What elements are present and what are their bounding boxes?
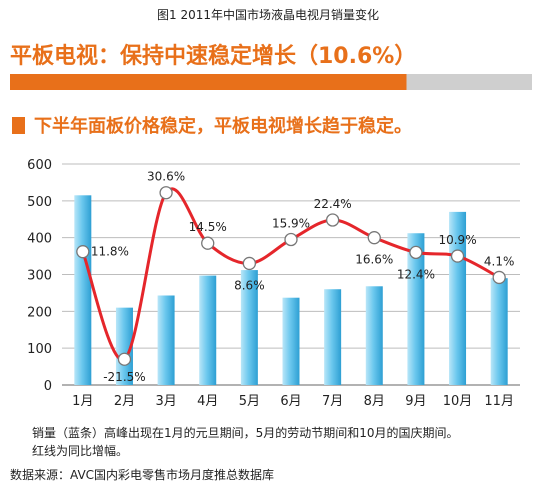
subheading: 下半年面板价格稳定，平板电视增长趋于稳定。: [12, 112, 412, 138]
x-tick-label: 6月: [280, 394, 301, 409]
growth-point: [242, 256, 257, 271]
bar: [199, 275, 217, 385]
bar: [490, 278, 508, 385]
growth-label: -21.5%: [103, 370, 145, 384]
x-tick-label: 3月: [155, 394, 176, 409]
bar: [157, 295, 175, 385]
y-tick-label: 500: [27, 195, 52, 210]
growth-point: [159, 186, 173, 200]
bar: [282, 297, 300, 385]
growth-label: 15.9%: [272, 217, 310, 231]
growth-point: [367, 231, 381, 245]
growth-point: [76, 245, 90, 259]
chart-note-line-2: 红线为同比增幅。: [32, 444, 129, 458]
subheading-bullet: [12, 116, 25, 134]
growth-label: 4.1%: [484, 254, 515, 268]
growth-label: 30.6%: [147, 170, 185, 184]
bar: [115, 307, 133, 385]
x-tick-label: 1月: [72, 394, 93, 409]
growth-point: [409, 245, 423, 260]
bar: [365, 286, 383, 385]
growth-label: 14.5%: [189, 220, 227, 234]
y-tick-label: 200: [27, 305, 52, 320]
growth-label: 16.6%: [355, 253, 393, 267]
growth-label: 8.6%: [234, 278, 265, 292]
bar: [240, 270, 258, 385]
growth-point: [201, 236, 215, 250]
growth-point: [117, 352, 132, 366]
subheading-text: 下半年面板价格稳定，平板电视增长趋于稳定。: [34, 116, 412, 137]
y-tick-label: 100: [27, 342, 52, 357]
x-tick-label: 8月: [364, 394, 385, 409]
accent-rule: [10, 74, 532, 90]
y-tick-label: 300: [27, 269, 52, 284]
bar: [74, 195, 92, 385]
figure-caption: 图1 2011年中国市场液晶电视月销量变化: [157, 8, 379, 22]
x-tick-label: 7月: [322, 394, 343, 409]
y-tick-label: 400: [27, 232, 52, 247]
x-tick-label: 9月: [405, 394, 426, 409]
y-tick-label: 0: [44, 379, 52, 394]
growth-label: 10.9%: [438, 233, 476, 247]
headline: 平板电视：保持中速稳定增长（10.6%）: [10, 44, 417, 69]
growth-label: 22.4%: [314, 197, 352, 211]
x-tick-label: 5月: [239, 394, 260, 409]
data-source: 数据来源：AVC国内彩电零售市场月度推总数据库: [10, 468, 275, 482]
x-tick-label: 4月: [197, 394, 218, 409]
growth-point: [450, 249, 465, 263]
sales-chart: 0 100 200 300 400 500 600 1月 2月 3月 4月 5月 6月 7月 8月 9月 10月…: [27, 158, 520, 409]
x-tick-label: 10月: [443, 394, 473, 409]
bar: [324, 289, 342, 385]
chart-note-line-1: 销量（蓝条）高峰出现在1月的元旦期间，5月的劳动节期间和10月的国庆期间。: [32, 426, 459, 440]
growth-label: 11.8%: [91, 245, 129, 259]
bar: [407, 233, 425, 385]
y-tick-label: 600: [27, 158, 52, 173]
x-tick-label: 11月: [484, 394, 514, 409]
growth-label: 12.4%: [397, 267, 435, 281]
growth-point: [492, 270, 506, 285]
x-tick-label: 2月: [114, 394, 135, 409]
growth-point: [284, 232, 298, 247]
growth-point: [325, 213, 340, 227]
